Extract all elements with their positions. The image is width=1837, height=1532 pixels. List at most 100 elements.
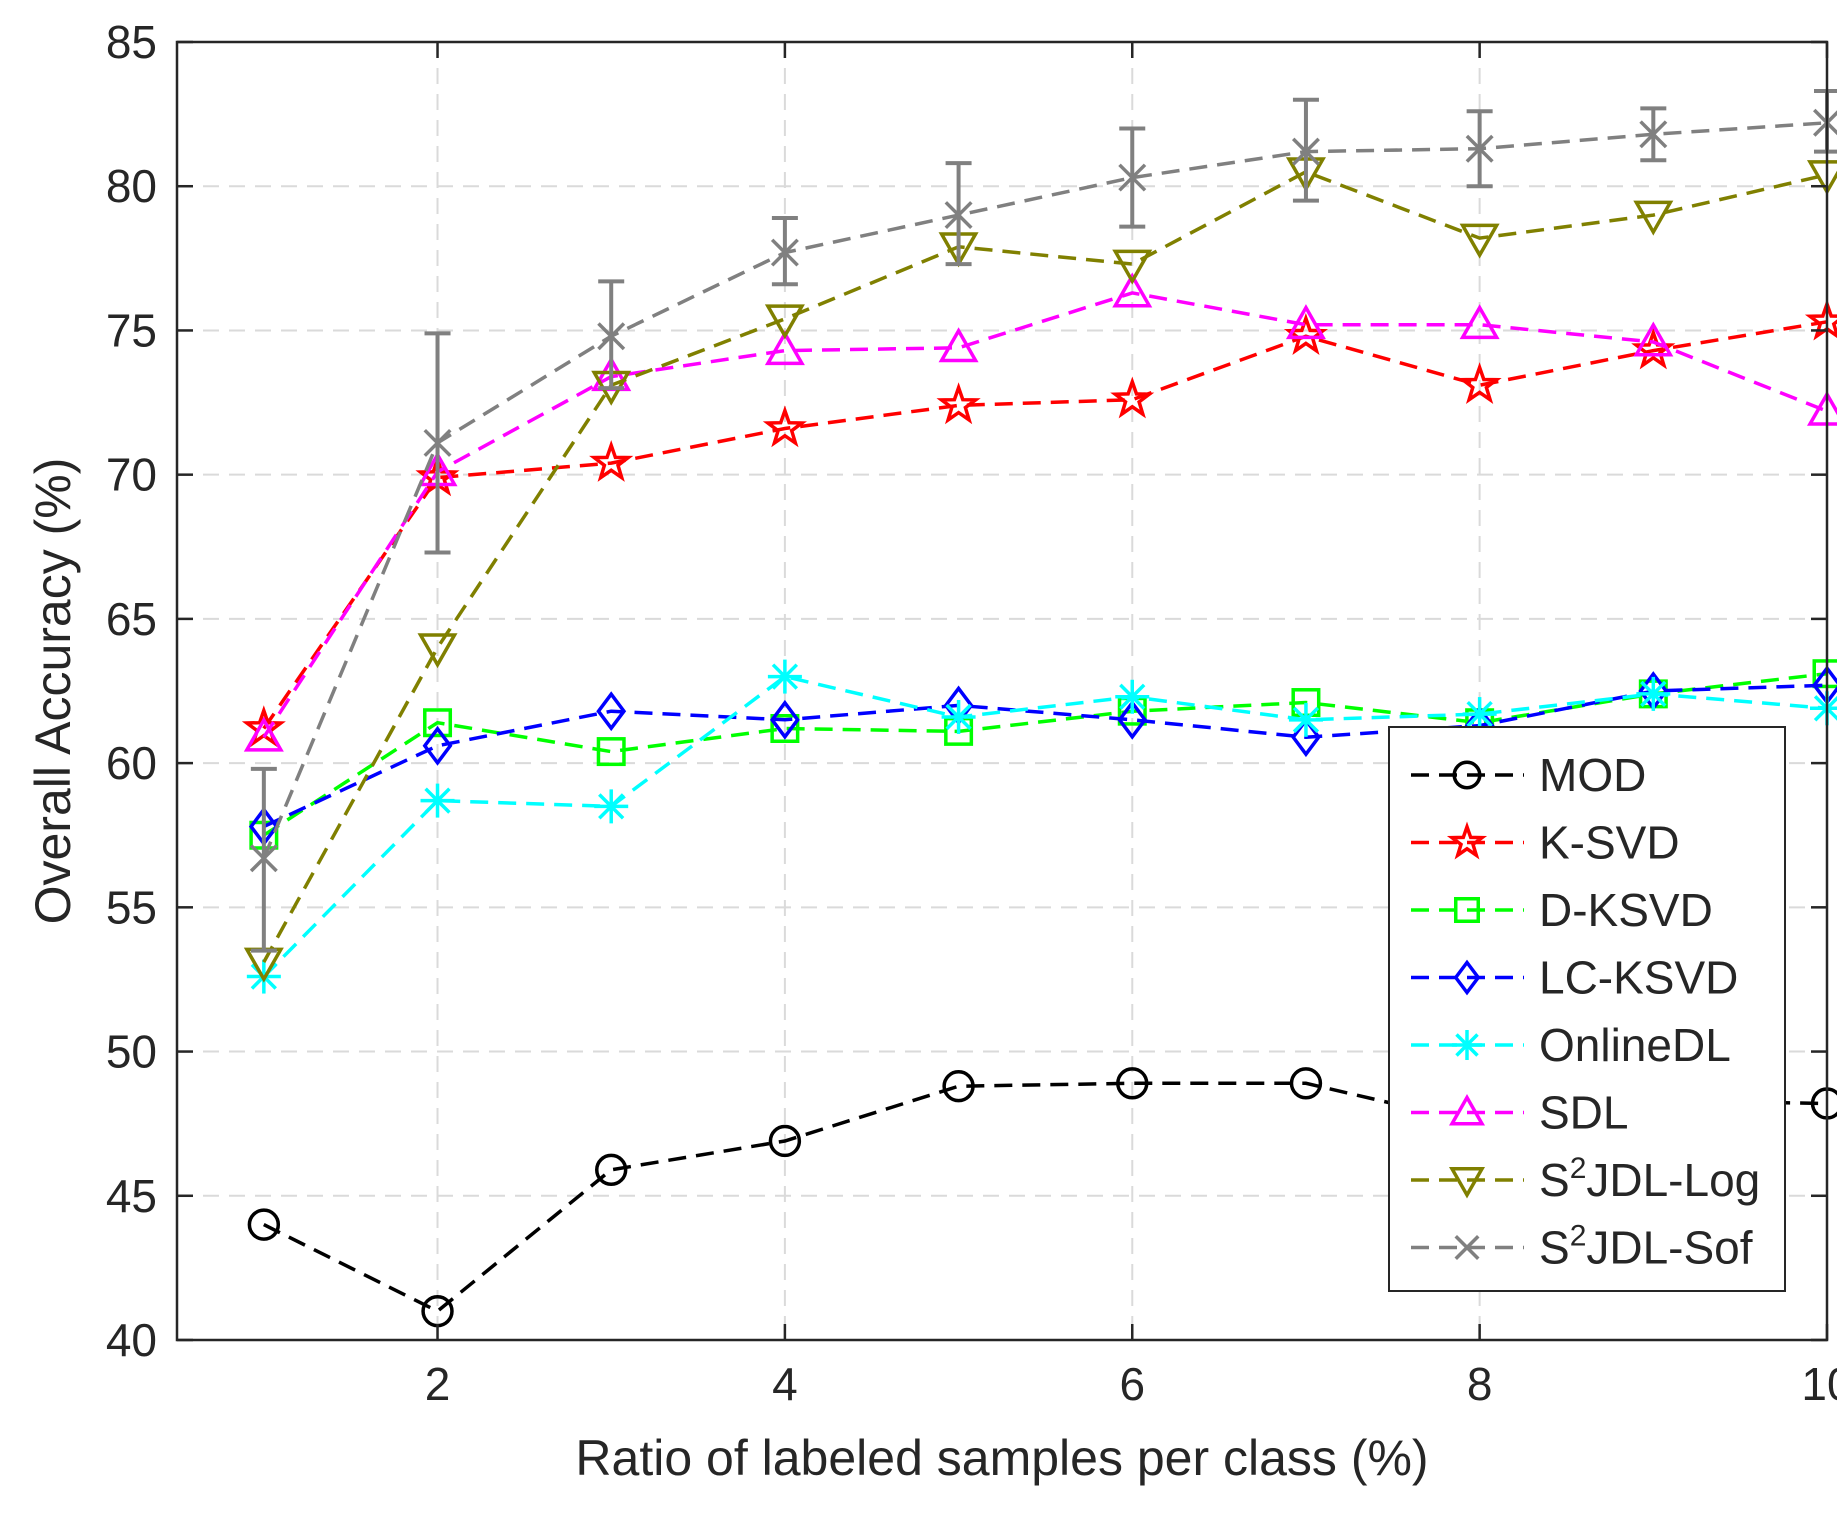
x-stroke <box>1465 134 1494 163</box>
data-point <box>1118 163 1147 192</box>
x-stroke <box>1454 1235 1480 1260</box>
data-point <box>1454 897 1480 923</box>
series-sdl <box>243 272 1837 752</box>
data-point <box>767 659 802 694</box>
data-point <box>1636 676 1671 711</box>
x-stroke <box>1118 163 1147 192</box>
x-tick-label: 2 <box>425 1358 451 1410</box>
legend-box <box>1388 726 1786 1292</box>
asterisk-stroke <box>598 793 625 820</box>
data-point <box>1633 200 1674 236</box>
y-tick-label: 50 <box>106 1026 157 1078</box>
series-line <box>262 121 1828 859</box>
asterisk-stroke <box>1640 680 1667 708</box>
data-point <box>423 708 453 738</box>
data-point <box>944 201 973 230</box>
x-stroke <box>1291 137 1320 166</box>
legend-label: K-SVD <box>1539 817 1680 869</box>
x-stroke <box>770 238 799 267</box>
data-point <box>1112 249 1153 285</box>
y-tick-label: 80 <box>106 160 157 212</box>
data-point <box>1115 679 1150 714</box>
data-point <box>942 1069 975 1103</box>
series-line <box>262 671 1828 837</box>
x-stroke <box>1639 120 1668 149</box>
data-point <box>1459 223 1500 259</box>
axes-box <box>175 40 1829 1342</box>
data-point <box>1452 760 1482 790</box>
data-point <box>595 1153 628 1187</box>
legend-label: S2JDL-Sof <box>1539 1220 1753 1274</box>
legend-label: MOD <box>1539 749 1646 801</box>
data-point <box>1448 1093 1486 1126</box>
asterisk-stroke <box>1119 683 1146 710</box>
series-line <box>263 683 1828 829</box>
data-point <box>769 699 800 740</box>
y-tick-label: 85 <box>106 16 157 68</box>
data-point <box>941 699 976 734</box>
asterisk-stroke <box>424 787 451 814</box>
data-point <box>764 330 805 366</box>
series-line <box>262 291 1828 739</box>
data-point <box>423 428 452 457</box>
data-point <box>1457 362 1502 405</box>
data-point <box>1465 134 1494 163</box>
data-point <box>1116 1067 1149 1100</box>
data-point <box>420 783 455 818</box>
data-point <box>596 691 627 732</box>
legend-item-onlinedl: OnlineDL <box>1411 1019 1731 1071</box>
y-tick-label: 45 <box>106 1170 157 1222</box>
data-point <box>1633 321 1674 357</box>
data-point <box>1291 717 1321 758</box>
legend-label: S2JDL-Log <box>1539 1152 1760 1206</box>
data-point <box>247 1208 281 1241</box>
y-axis-label: Overall Accuracy (%) <box>25 458 81 925</box>
data-point <box>770 238 799 267</box>
series-s2jdl-sof <box>249 89 1837 953</box>
ticks: 2 4 6 8 10 40 45 50 55 60 65 70 75 80 85 <box>106 16 1837 1410</box>
data-point <box>597 322 626 351</box>
data-point <box>589 439 634 482</box>
y-tick-label: 65 <box>106 593 157 645</box>
data-point <box>1291 137 1320 166</box>
legend-label: SDL <box>1539 1087 1628 1139</box>
data-point <box>1454 1235 1480 1260</box>
data-point <box>770 713 800 743</box>
series-line <box>262 674 1828 978</box>
legend-item-sdl: SDL <box>1411 1087 1628 1139</box>
data-point <box>1117 699 1148 740</box>
data-point <box>417 633 458 669</box>
data-point <box>1452 1030 1482 1060</box>
data-point <box>1459 304 1500 340</box>
data-point <box>243 716 284 752</box>
legend-item-k-svd: K-SVD <box>1411 817 1680 869</box>
series-line <box>262 320 1828 730</box>
asterisk-stroke <box>1292 706 1320 733</box>
legend-item-d-ksvd: D-KSVD <box>1411 884 1713 936</box>
data-point <box>596 737 626 767</box>
series-line <box>262 169 1828 963</box>
legend-label: D-KSVD <box>1539 884 1713 936</box>
data-point <box>1112 272 1153 308</box>
data-point <box>1285 304 1326 340</box>
data-point <box>768 1124 802 1158</box>
x-stroke <box>249 844 278 873</box>
asterisk-stroke <box>1466 700 1493 728</box>
x-axis-label: Ratio of labeled samples per class (%) <box>575 1430 1428 1486</box>
legend-label: OnlineDL <box>1539 1019 1731 1071</box>
data-point <box>764 304 805 340</box>
legend-label: LC-KSVD <box>1539 952 1738 1004</box>
y-tick-label: 55 <box>106 881 157 933</box>
y-tick-label: 40 <box>106 1314 157 1366</box>
data-point <box>1110 376 1155 419</box>
legend-item-lc-ksvd: LC-KSVD <box>1411 952 1738 1004</box>
legend-item-s2jdl-sof: S2JDL-Sof <box>1411 1220 1753 1274</box>
data-point <box>938 327 979 363</box>
y-tick-label: 60 <box>106 737 157 789</box>
data-point <box>1448 1167 1486 1199</box>
data-point <box>936 382 981 425</box>
data-point <box>1453 959 1481 996</box>
x-tick-label: 10 <box>1801 1358 1837 1410</box>
x-stroke <box>944 201 973 230</box>
